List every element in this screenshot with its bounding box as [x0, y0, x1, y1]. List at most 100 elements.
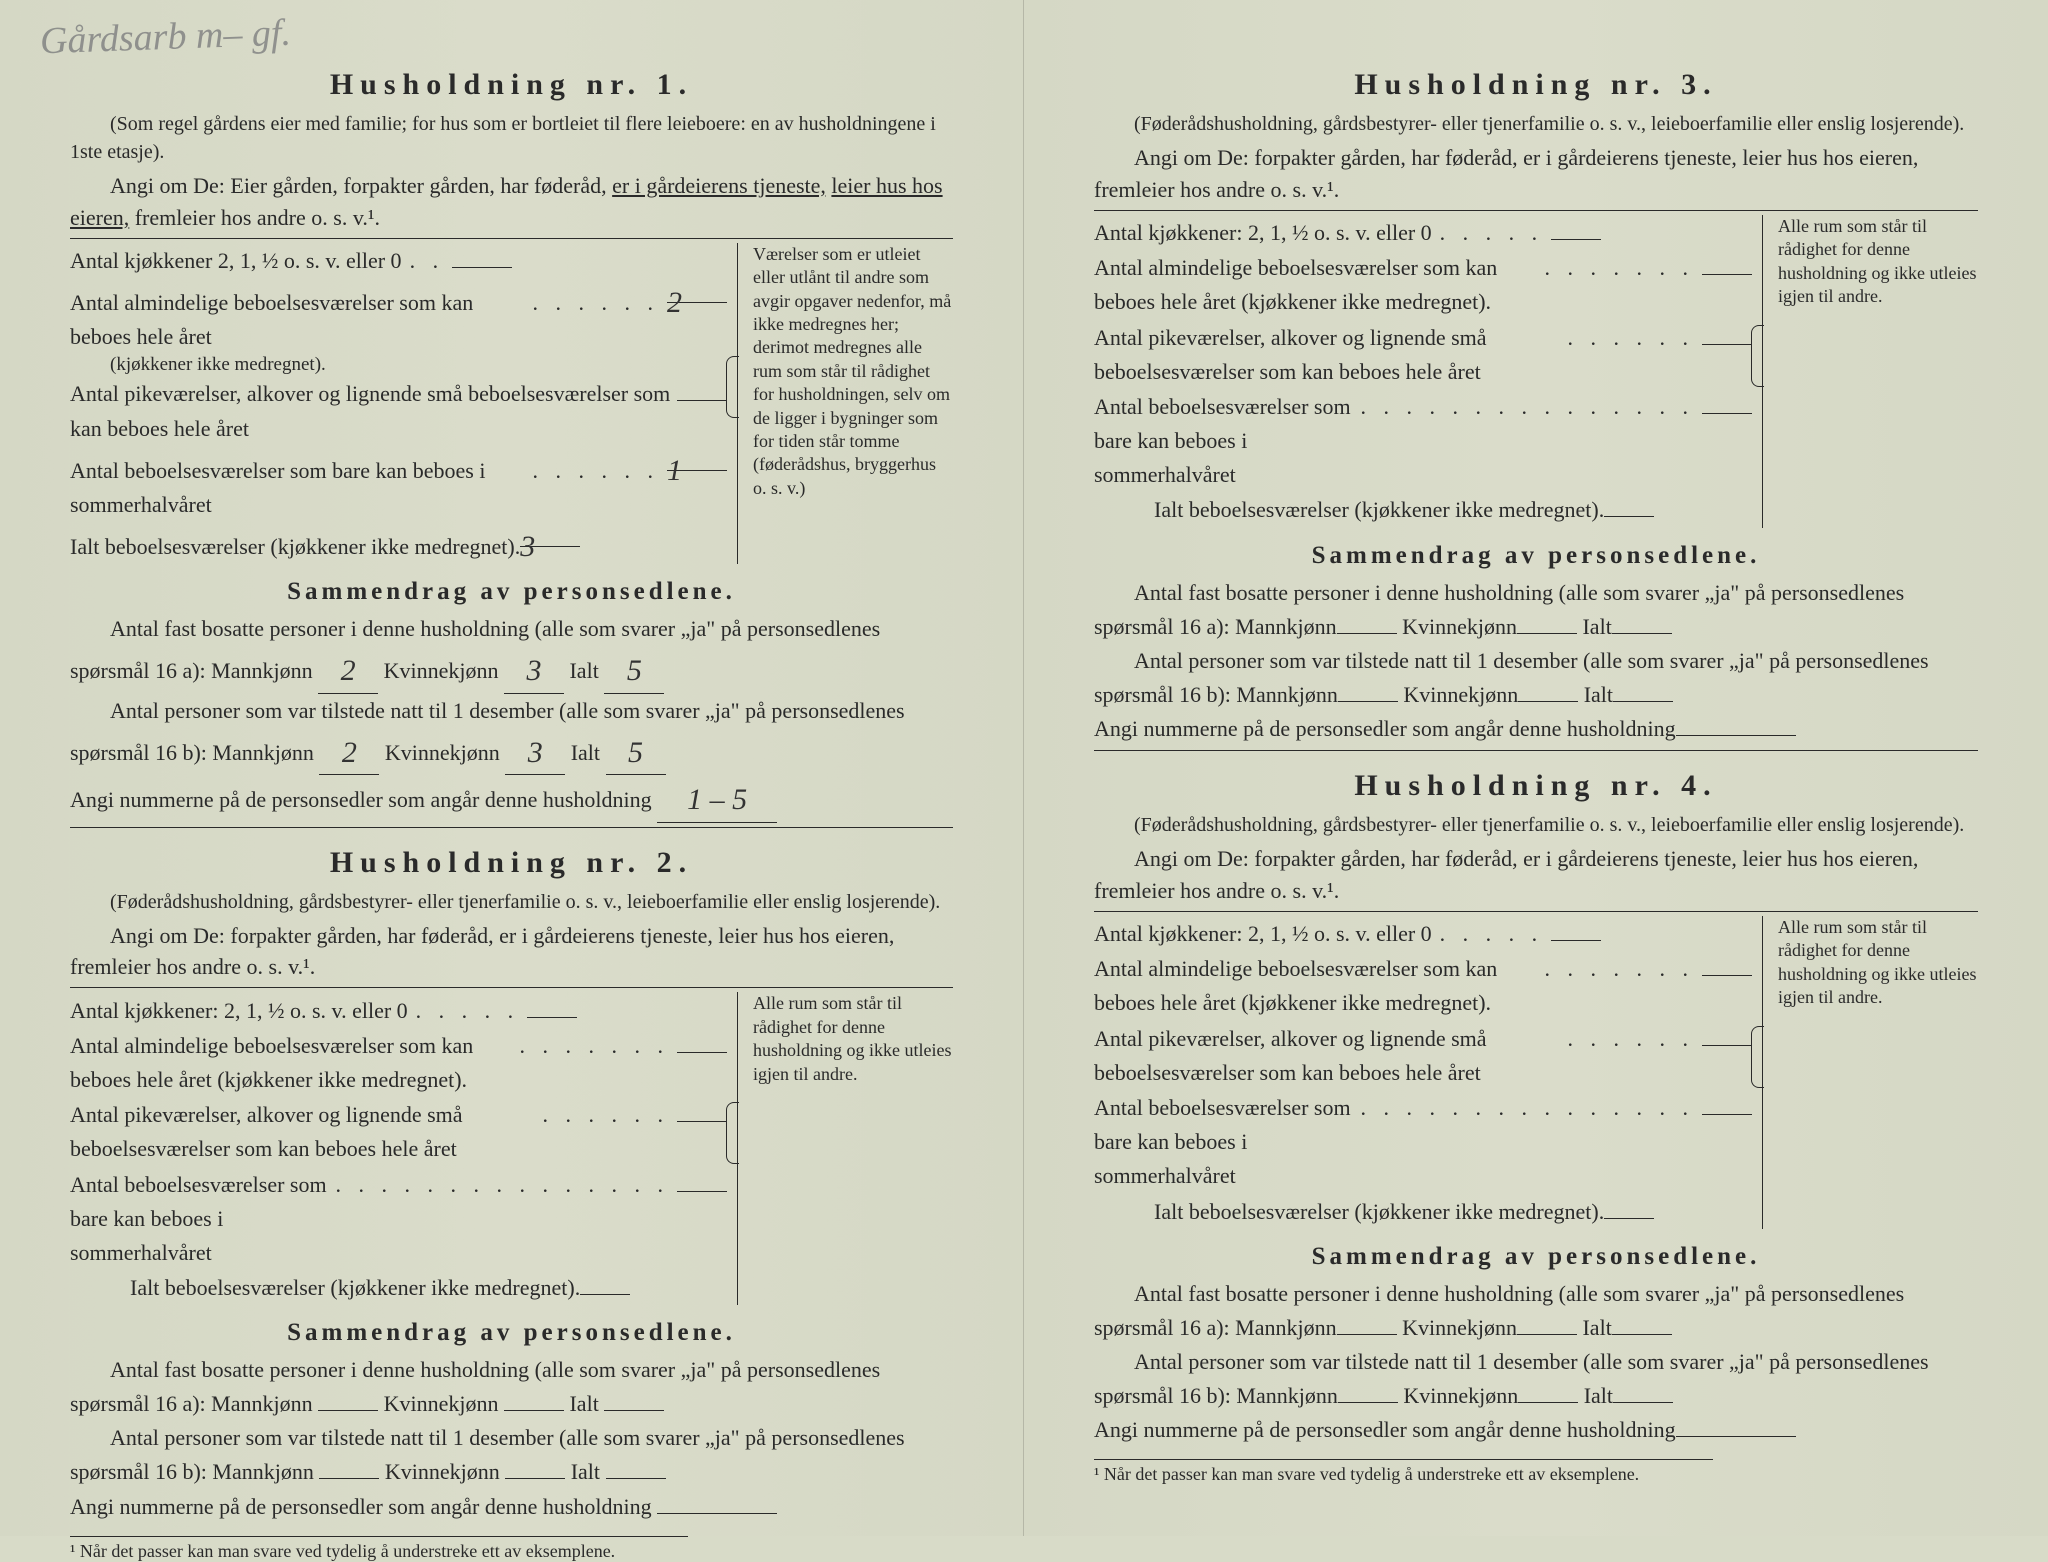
- text: Angi nummerne på de personsedler som ang…: [70, 787, 652, 812]
- q2-alm: Antal almindelige beboelsesværelser som …: [70, 1028, 727, 1097]
- side-note-4: Alle rum som står til rådighet for denne…: [1762, 916, 1978, 1229]
- q3-pike: Antal pikeværelser, alkover og lignende …: [1094, 319, 1752, 388]
- dots: . . . . .: [1432, 917, 1552, 951]
- dots: . . . . .: [1432, 216, 1552, 250]
- label: Ialt beboelsesværelser (kjøkkener ikke m…: [1094, 1195, 1604, 1229]
- blank: [604, 1410, 664, 1411]
- angi-nummerne-3: Angi nummerne på de personsedler som ang…: [1094, 712, 1978, 746]
- text: Angi nummerne på de personsedler som ang…: [70, 1494, 652, 1519]
- summary-heading-4: Sammendrag av personsedlene.: [1094, 1243, 1978, 1271]
- blank: [677, 376, 727, 401]
- dots: . .: [402, 244, 453, 278]
- handwriting-annotation: Gårdsarb m– gf.: [39, 11, 291, 64]
- blank: [504, 1410, 564, 1411]
- h3-subtitle: (Føderådshusholdning, gårdsbestyrer- ell…: [1094, 110, 1978, 138]
- questions-block-3: Antal kjøkkener: 2, 1, ½ o. s. v. eller …: [1094, 215, 1978, 528]
- label: Antal kjøkkener 2, 1, ½ o. s. v. eller 0: [70, 244, 402, 278]
- summary-16a: Antal fast bosatte personer i denne hush…: [70, 612, 953, 694]
- heading-h3: Husholdning nr. 3.: [1094, 68, 1978, 102]
- q3-kjokken: Antal kjøkkener: 2, 1, ½ o. s. v. eller …: [1094, 215, 1752, 250]
- angi-nummerne-1: Angi nummerne på de personsedler som ang…: [70, 775, 953, 823]
- label: Antal beboelsesværelser som bare kan beb…: [1094, 390, 1353, 492]
- handwritten-value: 3: [526, 654, 541, 687]
- blank: [1613, 1402, 1673, 1403]
- q2-pike: Antal pikeværelser, alkover og lignende …: [70, 1097, 727, 1166]
- label: Kvinnekjønn: [1402, 1315, 1517, 1340]
- label: Kvinnekjønn: [385, 740, 500, 765]
- label: Antal almindelige beboelsesværelser som …: [70, 1029, 512, 1097]
- dots: . . . . . . . . . . . . . . .: [1353, 390, 1703, 424]
- text: Angi nummerne på de personsedler som ang…: [1094, 716, 1676, 741]
- blank: 2: [667, 278, 727, 303]
- blank: 3: [504, 646, 564, 694]
- label: Ialt: [569, 1391, 598, 1416]
- summary-heading-1: Sammendrag av personsedlene.: [70, 578, 953, 606]
- dots: . . . . . . .: [1537, 952, 1703, 986]
- label: Kvinnekjønn: [1403, 1383, 1518, 1408]
- q4-alm: Antal almindelige beboelsesværelser som …: [1094, 951, 1752, 1020]
- handwritten-value: 5: [628, 736, 643, 769]
- q2-ialt: Ialt beboelsesværelser (kjøkkener ikke m…: [70, 1270, 727, 1305]
- label: Ialt: [571, 740, 600, 765]
- heading-h2: Husholdning nr. 2.: [70, 846, 953, 880]
- blank: [580, 1270, 630, 1295]
- q-ialt: Ialt beboelsesværelser (kjøkkener ikke m…: [70, 522, 727, 564]
- dots: . . . . .: [408, 994, 528, 1028]
- questions-block-2: Antal kjøkkener: 2, 1, ½ o. s. v. eller …: [70, 992, 953, 1305]
- q4-sommer: Antal beboelsesværelser som bare kan beb…: [1094, 1090, 1752, 1193]
- q-alm-note: (kjøkkener ikke medregnet).: [70, 354, 727, 376]
- label: Antal kjøkkener: 2, 1, ½ o. s. v. eller …: [70, 994, 408, 1028]
- footnote-right: ¹ Når det passer kan man svare ved tydel…: [1094, 1459, 1713, 1485]
- h2-angi: Angi om De: forpakter gården, har føderå…: [70, 920, 953, 984]
- handwritten-value: 1: [667, 454, 682, 487]
- rule: [1094, 911, 1978, 912]
- label: Kvinnekjønn: [384, 1391, 499, 1416]
- summary-16b: Antal personer som var tilstede natt til…: [70, 694, 953, 776]
- heading-h4: Husholdning nr. 4.: [1094, 769, 1978, 803]
- blank: [318, 1410, 378, 1411]
- handwritten-value: 2: [342, 736, 357, 769]
- label: Kvinnekjønn: [1402, 614, 1517, 639]
- blank: [1518, 1402, 1578, 1403]
- label: Ialt: [1584, 682, 1613, 707]
- q3-ialt: Ialt beboelsesværelser (kjøkkener ikke m…: [1094, 492, 1752, 527]
- handwritten-value: 1 – 5: [687, 783, 747, 816]
- underlined-text: er i gårdeierens tjeneste,: [612, 173, 826, 198]
- q4-kjokken: Antal kjøkkener: 2, 1, ½ o. s. v. eller …: [1094, 916, 1752, 951]
- summary3-16b: Antal personer som var tilstede natt til…: [1094, 644, 1978, 712]
- h3-angi: Angi om De: forpakter gården, har føderå…: [1094, 142, 1978, 206]
- h1-subtitle: (Som regel gårdens eier med familie; for…: [70, 110, 953, 166]
- blank: [1604, 492, 1654, 517]
- blank: [1338, 701, 1398, 702]
- blank: [319, 1478, 379, 1479]
- q3-alm: Antal almindelige beboelsesværelser som …: [1094, 250, 1752, 319]
- label: Antal beboelsesværelser som bare kan beb…: [70, 1168, 328, 1270]
- angi-nummerne-2: Angi nummerne på de personsedler som ang…: [70, 1490, 953, 1524]
- label: Antal pikeværelser, alkover og lignende …: [1094, 1022, 1560, 1090]
- rule: [1094, 210, 1978, 211]
- side-note-2: Alle rum som står til rådighet for denne…: [737, 992, 953, 1305]
- angi-nummerne-4: Angi nummerne på de personsedler som ang…: [1094, 1413, 1978, 1447]
- dots: . . . . . .: [1560, 321, 1703, 355]
- label: Kvinnekjønn: [385, 1459, 500, 1484]
- dots: . . . . . .: [1560, 1022, 1703, 1056]
- blank: [1676, 735, 1796, 736]
- blank: [527, 992, 577, 1017]
- q-alm: Antal almindelige beboelsesværelser som …: [70, 278, 727, 354]
- q2-sommer: Antal beboelsesværelser som bare kan beb…: [70, 1166, 727, 1269]
- handwritten-value: 5: [627, 654, 642, 687]
- blank: [657, 1513, 777, 1514]
- blank: [1676, 1436, 1796, 1437]
- summary4-16a: Antal fast bosatte personer i denne hush…: [1094, 1277, 1978, 1345]
- label: Ialt: [1582, 614, 1611, 639]
- label: Kvinnekjønn: [1403, 682, 1518, 707]
- footnote-left: ¹ Når det passer kan man svare ved tydel…: [70, 1536, 688, 1562]
- dots: . . . . . .: [535, 1098, 678, 1132]
- blank: [1518, 701, 1578, 702]
- blank: [1702, 319, 1752, 344]
- dots: . . . . . .: [525, 454, 668, 488]
- blank: [1613, 701, 1673, 702]
- label: Kvinnekjønn: [384, 658, 499, 683]
- label: Antal pikeværelser, alkover og lignende …: [70, 1098, 535, 1166]
- blank: [1604, 1193, 1654, 1218]
